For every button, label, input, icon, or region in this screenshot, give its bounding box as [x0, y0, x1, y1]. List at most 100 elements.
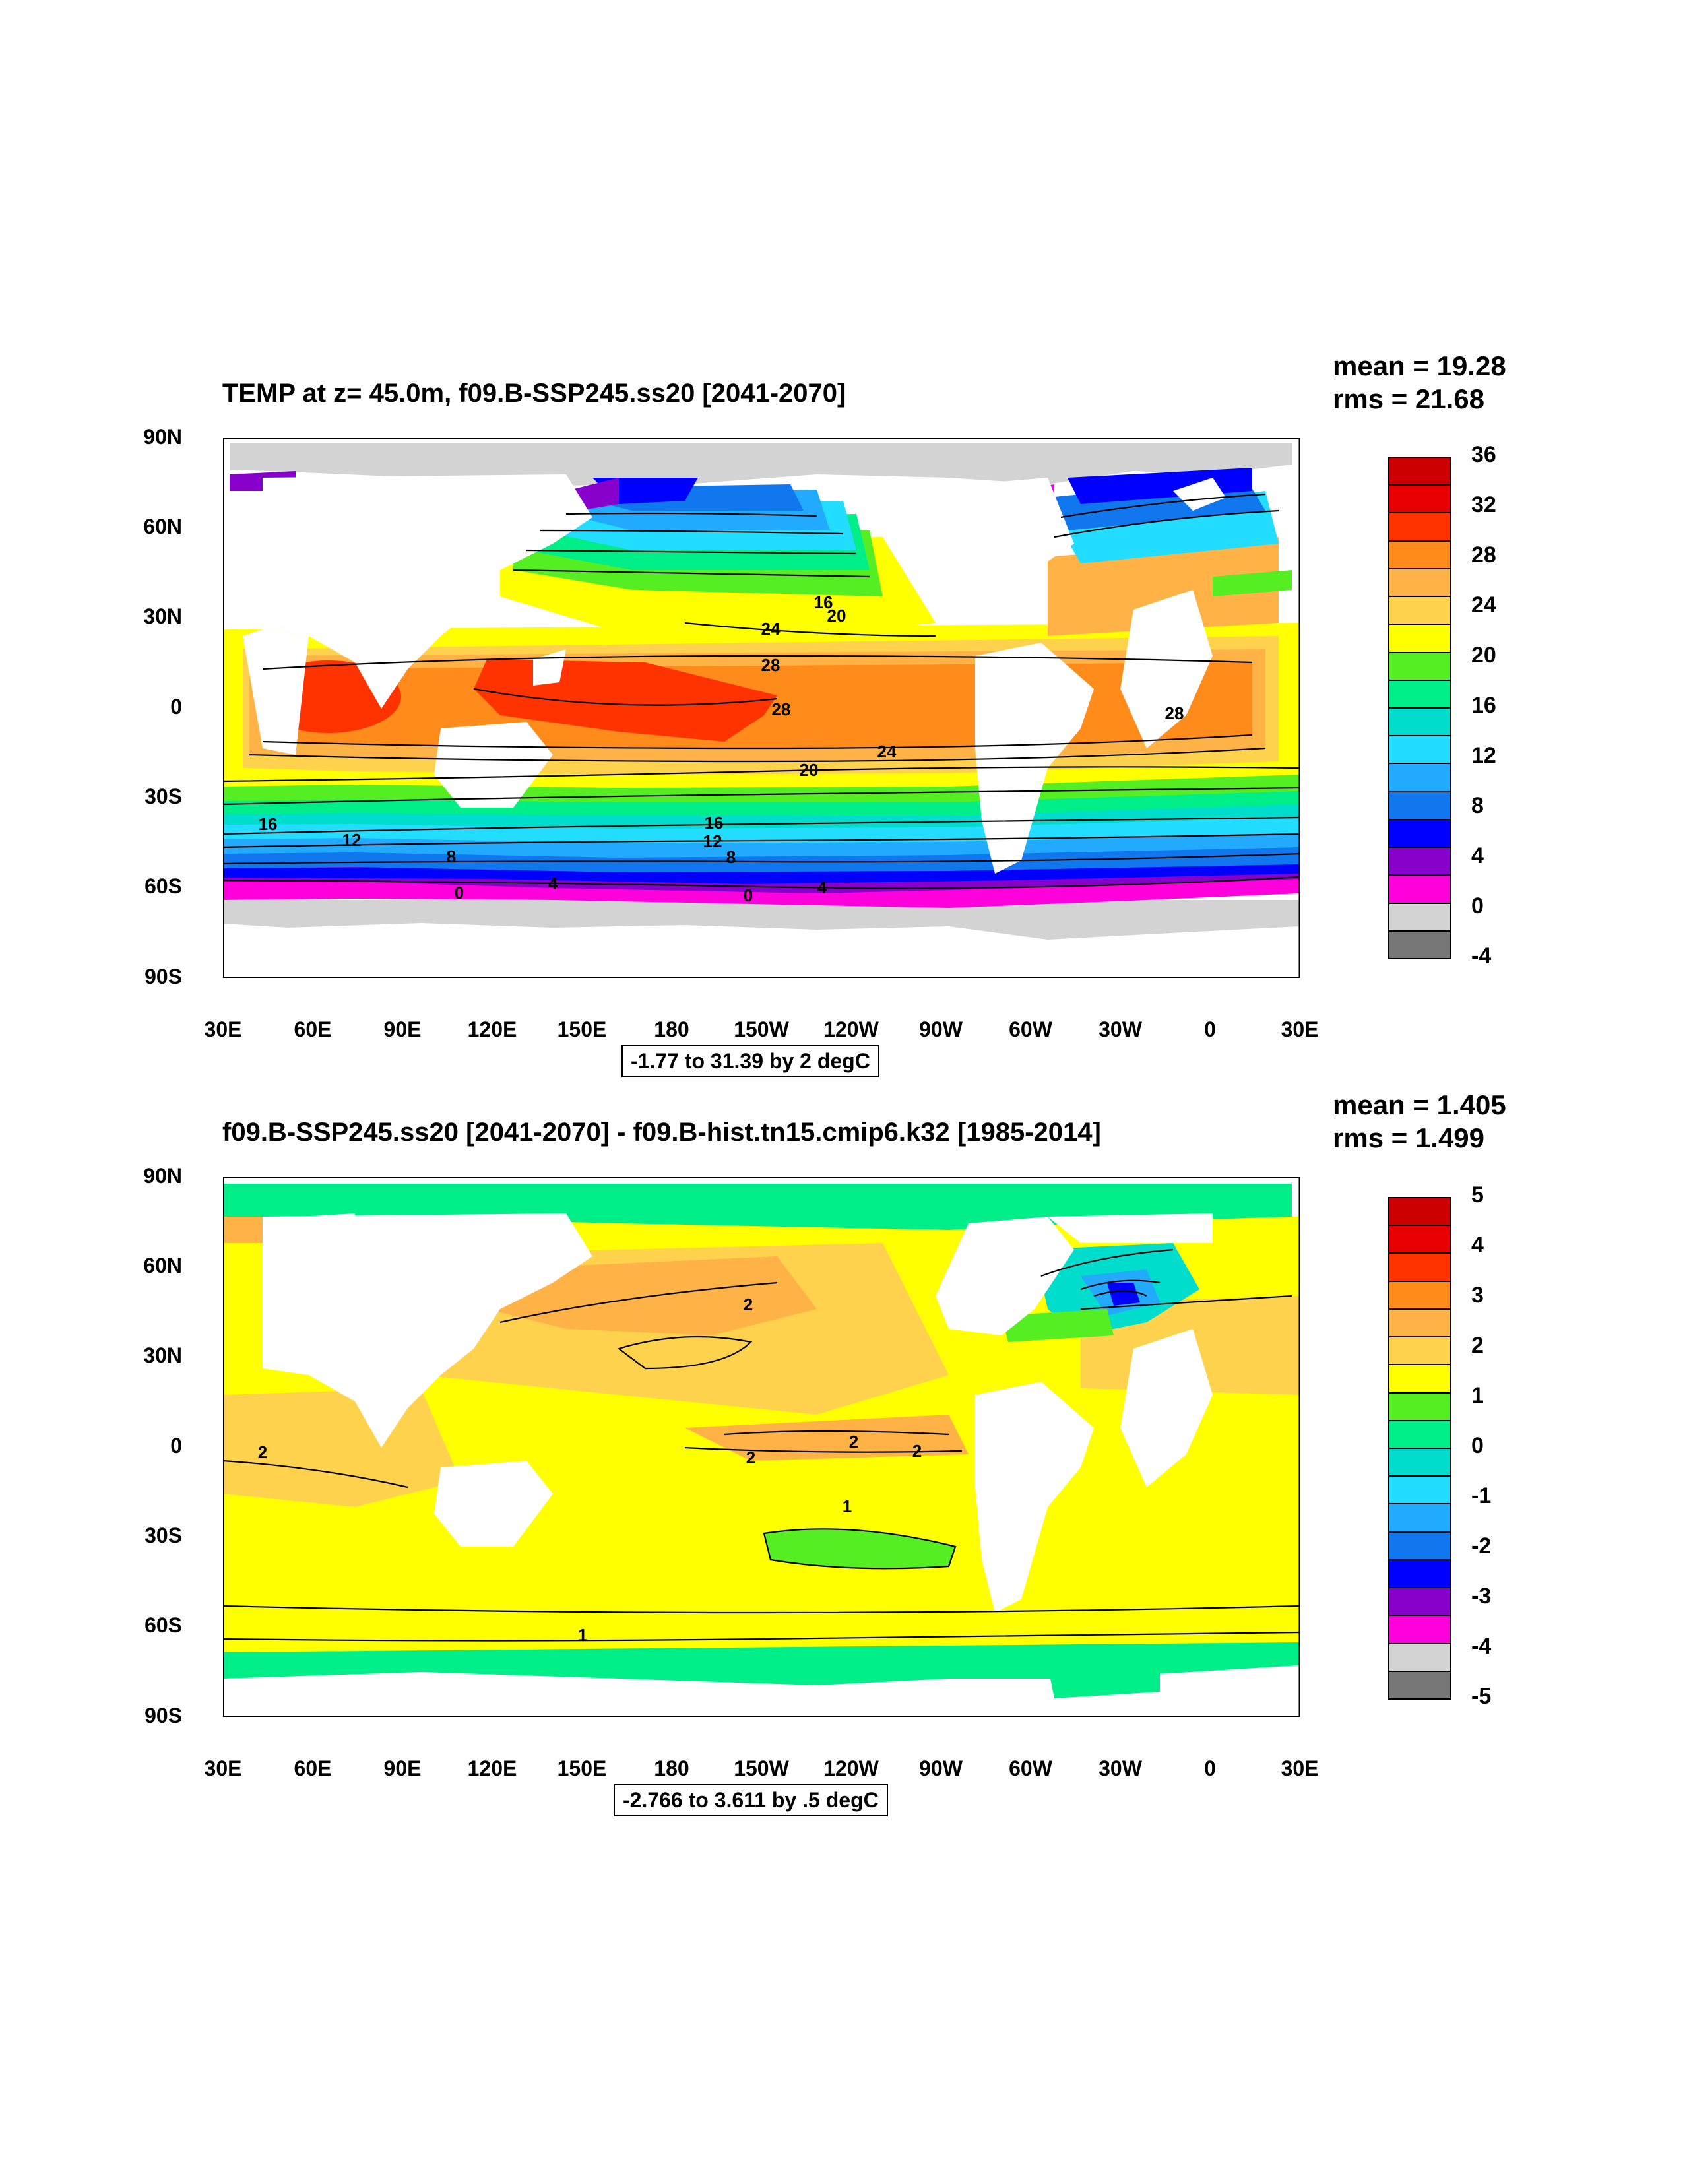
- legend-swatch: [1388, 1448, 1451, 1477]
- x-tick-label: 150E: [557, 1756, 607, 1780]
- legend-label: 4: [1471, 843, 1484, 868]
- legend-swatch: [1388, 1615, 1451, 1644]
- contour-label: 8: [447, 847, 456, 866]
- legend-swatch: [1388, 596, 1451, 626]
- contour-label: 24: [761, 619, 781, 639]
- contour-label: 1: [843, 1496, 852, 1516]
- legend-label: 4: [1471, 1233, 1484, 1258]
- y-tick-label: 60S: [144, 874, 182, 898]
- y-tick-label: 30S: [144, 1524, 182, 1547]
- contour-label: 28: [1165, 703, 1184, 723]
- legend-label: 5: [1471, 1182, 1484, 1207]
- rms-value: rms = 21.68: [1333, 383, 1485, 414]
- x-tick-label: 0: [1204, 1756, 1216, 1780]
- legend-swatch: [1388, 1225, 1451, 1254]
- contour-label: 12: [703, 831, 722, 851]
- legend-label: 36: [1471, 442, 1496, 467]
- y-tick-label: 0: [170, 1434, 182, 1458]
- x-tick-label: 60E: [294, 1756, 332, 1780]
- map-plot: 16 20 24 28 28 28 24 20 16 16 12 12 8 8 …: [223, 438, 1300, 978]
- legend-swatch: [1388, 1503, 1451, 1533]
- legend-swatch: [1388, 512, 1451, 542]
- legend-swatch: [1388, 763, 1451, 792]
- contour-label: 4: [548, 874, 558, 893]
- legend-label: 8: [1471, 793, 1484, 818]
- y-tick-label: 30N: [143, 1343, 182, 1367]
- legend-swatch: [1388, 1197, 1451, 1227]
- legend-swatch: [1388, 902, 1451, 932]
- legend-label: -4: [1471, 944, 1492, 969]
- x-tick-label: 120W: [823, 1756, 879, 1780]
- x-tick-label: 30W: [1099, 1756, 1142, 1780]
- y-tick-label: 60N: [143, 515, 182, 538]
- legend-swatch: [1388, 624, 1451, 653]
- mean-value: mean = 19.28: [1333, 350, 1506, 381]
- contour-label: 16: [705, 813, 724, 833]
- x-tick-label: 120E: [467, 1756, 517, 1780]
- legend-swatch: [1388, 567, 1451, 598]
- legend-swatch: [1388, 1531, 1451, 1560]
- legend-label: -3: [1471, 1584, 1492, 1609]
- legend-swatch: [1388, 874, 1451, 904]
- x-tick-label: 150E: [557, 1017, 607, 1041]
- legend-swatch: [1388, 1364, 1451, 1394]
- legend-swatch: [1388, 1558, 1451, 1589]
- legend-label: 3: [1471, 1283, 1484, 1308]
- difference-map: 2 2 2 2 2 1 1: [223, 1177, 1300, 1717]
- contour-range-box: -2.766 to 3.611 by .5 degC: [614, 1784, 888, 1816]
- legend-swatch: [1388, 707, 1451, 737]
- legend-swatch: [1388, 457, 1451, 486]
- mean-value: mean = 1.405: [1333, 1089, 1506, 1120]
- x-tick-label: 30E: [1281, 1756, 1319, 1780]
- x-tick-label: 150W: [734, 1756, 789, 1780]
- legend-swatch: [1388, 540, 1451, 569]
- contour-label: 4: [817, 878, 827, 897]
- legend-label: 20: [1471, 643, 1496, 668]
- legend-label: 12: [1471, 743, 1496, 768]
- x-tick-label: 180: [654, 1756, 689, 1780]
- x-tick-label: 60W: [1009, 1756, 1052, 1780]
- legend-label: 32: [1471, 492, 1496, 517]
- contour-label: 20: [827, 606, 846, 626]
- legend-swatch: [1388, 1252, 1451, 1282]
- y-tick-label: 60S: [144, 1613, 182, 1637]
- legend-swatch: [1388, 735, 1451, 765]
- legend-swatch: [1388, 1419, 1451, 1449]
- legend-swatch: [1388, 1308, 1451, 1338]
- y-tick-label: 90S: [144, 965, 182, 988]
- map-plot: 2 2 2 2 2 1 1: [223, 1177, 1300, 1717]
- x-tick-label: 90E: [383, 1017, 422, 1041]
- legend-swatch: [1388, 651, 1451, 681]
- panel-title: TEMP at z= 45.0m, f09.B-SSP245.ss20 [204…: [222, 379, 846, 408]
- contour-label: 12: [342, 830, 362, 850]
- x-tick-label: 30E: [204, 1017, 242, 1041]
- x-tick-label: 90W: [919, 1756, 963, 1780]
- x-tick-label: 120E: [467, 1017, 517, 1041]
- contour-label: 1: [578, 1625, 587, 1645]
- contour-label: 16: [259, 814, 278, 834]
- y-tick-label: 90N: [143, 425, 182, 449]
- contour-label: 28: [772, 699, 791, 719]
- x-tick-label: 60W: [1009, 1017, 1052, 1041]
- legend-swatch: [1388, 1670, 1451, 1700]
- legend-swatch: [1388, 1336, 1451, 1366]
- legend-swatch: [1388, 1392, 1451, 1421]
- x-tick-label: 0: [1204, 1017, 1216, 1041]
- contour-label: 8: [726, 847, 736, 867]
- contour-label: 0: [455, 883, 464, 903]
- contour-label: 20: [800, 760, 819, 780]
- temperature-map: 16 20 24 28 28 28 24 20 16 16 12 12 8 8 …: [223, 438, 1300, 978]
- legend-label: 0: [1471, 1433, 1484, 1458]
- legend-swatch: [1388, 1642, 1451, 1672]
- contour-label: 2: [912, 1441, 922, 1461]
- legend-swatch: [1388, 818, 1451, 849]
- contour-range-box: -1.77 to 31.39 by 2 degC: [621, 1045, 879, 1077]
- legend-swatch: [1388, 1587, 1451, 1617]
- contour-label: 2: [258, 1442, 267, 1462]
- rms-value: rms = 1.499: [1333, 1122, 1485, 1153]
- panel-title: f09.B-SSP245.ss20 [2041-2070] - f09.B-hi…: [222, 1118, 1101, 1147]
- stats-block: mean = 1.405 rms = 1.499: [1333, 1089, 1506, 1155]
- y-tick-label: 30S: [144, 785, 182, 808]
- stats-block: mean = 19.28 rms = 21.68: [1333, 350, 1506, 416]
- legend-label: 0: [1471, 893, 1484, 918]
